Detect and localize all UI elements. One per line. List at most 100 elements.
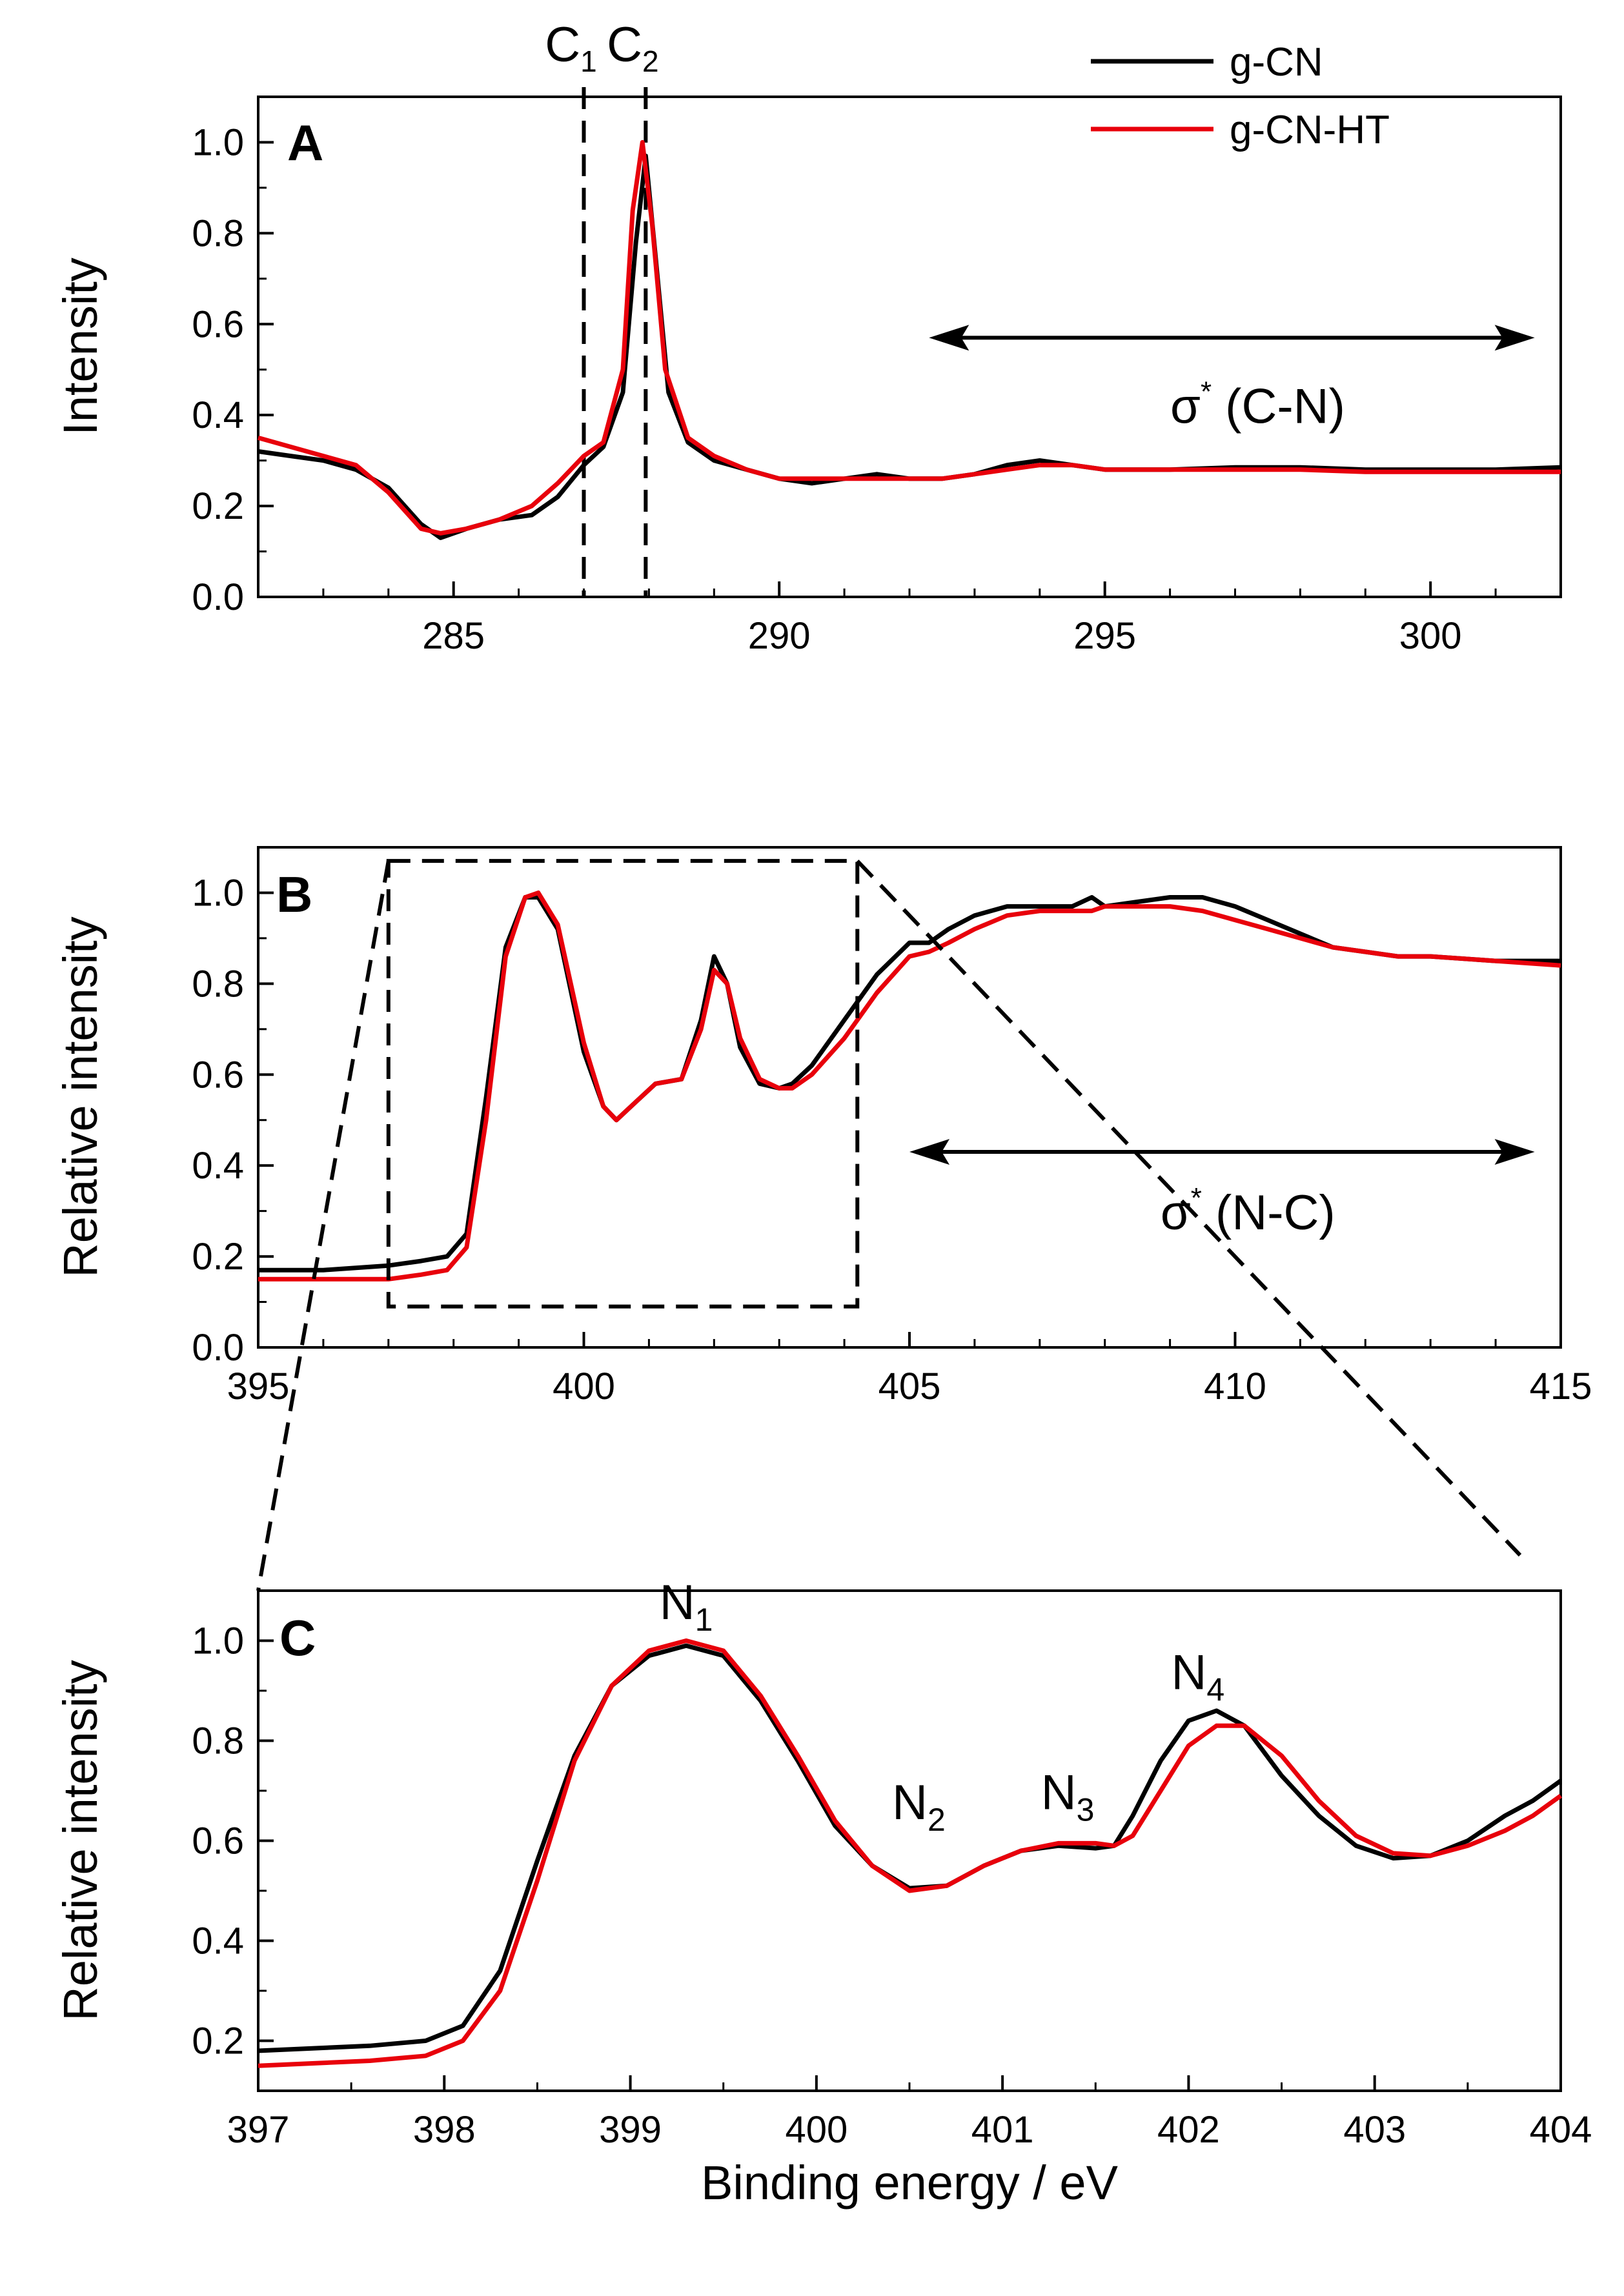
peak-label: N4 (1171, 1646, 1224, 1708)
panel-b-y-tick-label: 0.4 (192, 1145, 244, 1187)
arrow-left-icon (929, 325, 969, 351)
peak-label: N3 (1041, 1766, 1095, 1828)
panel-a-y-label: Intensity (54, 257, 107, 436)
peak-marker-subscript: 2 (642, 45, 659, 78)
panel-c-x-tick-label: 401 (971, 2109, 1034, 2151)
x-axis-label: Binding energy / eV (701, 2156, 1119, 2210)
panel-b-x-axis: 395 400 405 410 415 (227, 1332, 1592, 1407)
panel-b-x-tick-label: 395 (227, 1365, 290, 1407)
panel-a-line-g-cn-ht (258, 140, 1561, 536)
panel-a-y-tick-label: 0.8 (192, 212, 244, 254)
legend: g-CN g-CN-HT (1091, 40, 1390, 152)
panel-c: 0.2 0.4 0.6 0.8 1.0 397 398 399 400 401 402 403 404… (54, 1575, 1592, 2210)
panel-b-sigma-range: σ* (N-C) (909, 1139, 1535, 1240)
panel-c-y-label: Relative intensity (54, 1660, 107, 2020)
range-arrow-label: σ (1161, 1185, 1191, 1240)
panel-b-y-tick-label: 1.0 (192, 872, 244, 914)
peak-label-letter: N (1041, 1766, 1077, 1820)
panel-a-sigma-range: σ* (C-N) (929, 325, 1535, 434)
peak-marker-label: C2 (607, 17, 658, 78)
panel-a-x-tick-label: 285 (422, 615, 485, 657)
panel-a-y-tick-label: 0.4 (192, 394, 244, 436)
panel-c-y-tick-label: 1.0 (192, 1620, 244, 1662)
zoom-connector-right (856, 860, 1522, 1557)
peak-marker-letter: C (545, 17, 580, 72)
peak-label-subscript: 1 (695, 1602, 713, 1638)
panel-c-letter: C (279, 1609, 316, 1666)
zoom-connectors (256, 860, 1522, 1591)
peak-marker-subscript: 1 (580, 45, 597, 78)
panel-a-y-tick-label: 0.6 (192, 303, 244, 345)
panel-a-x-tick-label: 290 (748, 615, 811, 657)
panel-b-y-axis: 0.0 0.2 0.4 0.6 0.8 1.0 (192, 846, 274, 1369)
peak-label: N2 (892, 1775, 946, 1838)
arrow-right-icon (1494, 325, 1535, 351)
panel-b-letter: B (276, 866, 312, 923)
peak-label-letter: N (892, 1775, 928, 1830)
panel-c-x-tick-label: 403 (1343, 2109, 1406, 2151)
range-arrow-sup: * (1201, 376, 1212, 407)
panel-c-y-axis: 0.2 0.4 0.6 0.8 1.0 (192, 1589, 274, 2092)
panel-b-y-tick-label: 0.2 (192, 1236, 244, 1278)
panel-c-y-tick-label: 0.8 (192, 1720, 244, 1762)
panel-b-x-tick-label: 405 (878, 1365, 941, 1407)
arrow-left-icon (909, 1139, 949, 1165)
panel-b-zoom-box (386, 859, 860, 1309)
panel-a-series (258, 140, 1561, 540)
arrow-right-icon (1494, 1139, 1535, 1165)
panel-c-line-g-cn-ht (258, 1638, 1563, 2068)
legend-label-g-cn: g-CN (1230, 40, 1323, 85)
range-arrow-label: σ* (C-N) (1170, 376, 1345, 434)
panel-a-letter: A (287, 114, 323, 171)
panel-a-x-tick-label: 300 (1399, 615, 1462, 657)
range-arrow-suffix: (N-C) (1202, 1185, 1335, 1240)
panel-c-series (258, 1638, 1563, 2068)
panel-a-x-tick-label: 295 (1073, 615, 1136, 657)
panel-c-x-tick-label: 404 (1530, 2109, 1592, 2151)
panel-a-y-tick-label: 0.0 (192, 576, 244, 618)
panel-b-frame (257, 846, 1562, 1349)
panel-c-x-tick-label: 398 (413, 2109, 476, 2151)
panel-c-x-axis: 397 398 399 400 401 402 403 404 (227, 2075, 1592, 2151)
range-arrow-label: σ (1170, 379, 1201, 434)
panel-b-series (258, 891, 1561, 1282)
peak-label-subscript: 3 (1077, 1792, 1095, 1828)
panel-b-y-tick-label: 0.0 (192, 1327, 244, 1369)
peak-label-subscript: 4 (1206, 1672, 1224, 1708)
panel-c-y-tick-label: 0.6 (192, 1820, 244, 1862)
panel-a-peak-markers: C1 C2 (545, 17, 659, 597)
peak-marker-letter: C (607, 17, 642, 72)
panel-a-x-axis: 285 290 295 300 (257, 581, 1562, 657)
panel-b-y-label: Relative intensity (54, 916, 107, 1277)
zoom-connector-left (256, 860, 391, 1591)
panel-b-x-tick-label: 410 (1204, 1365, 1266, 1407)
range-arrow-suffix: (C-N) (1212, 379, 1345, 434)
panel-b-y-tick-label: 0.8 (192, 963, 244, 1005)
panel-b: 0.0 0.2 0.4 0.6 0.8 1.0 395 400 405 410 415 Relat… (54, 846, 1592, 1407)
panel-a-y-tick-label: 1.0 (192, 121, 244, 163)
peak-marker-label: C1 (545, 17, 596, 78)
peak-label-letter: N (660, 1575, 695, 1630)
panel-c-y-tick-label: 0.4 (192, 1920, 244, 1962)
panel-c-x-tick-label: 400 (785, 2109, 848, 2151)
panel-c-x-tick-label: 402 (1157, 2109, 1220, 2151)
legend-label-g-cn-ht: g-CN-HT (1230, 108, 1390, 152)
peak-label-letter: N (1171, 1646, 1206, 1700)
panel-b-x-tick-label: 415 (1530, 1365, 1592, 1407)
panel-c-y-tick-label: 0.2 (192, 2020, 244, 2062)
panel-a: 0.0 0.2 0.4 0.6 0.8 1.0 285 290 295 300 Intensit… (54, 17, 1562, 657)
panel-a-frame (257, 96, 1562, 598)
panel-c-x-tick-label: 399 (599, 2109, 662, 2151)
panel-b-line-g-cn-ht (258, 891, 1561, 1282)
panel-c-line-g-cn (258, 1643, 1563, 2053)
panel-b-x-tick-label: 400 (553, 1365, 615, 1407)
range-arrow-sup: * (1191, 1182, 1202, 1214)
zoom-box (386, 859, 860, 1309)
panel-c-x-tick-label: 397 (227, 2109, 290, 2151)
panel-a-y-axis: 0.0 0.2 0.4 0.6 0.8 1.0 (192, 96, 274, 618)
panel-a-y-tick-label: 0.2 (192, 485, 244, 527)
peak-label-subscript: 2 (928, 1802, 946, 1838)
range-arrow-label: σ* (N-C) (1161, 1182, 1335, 1240)
